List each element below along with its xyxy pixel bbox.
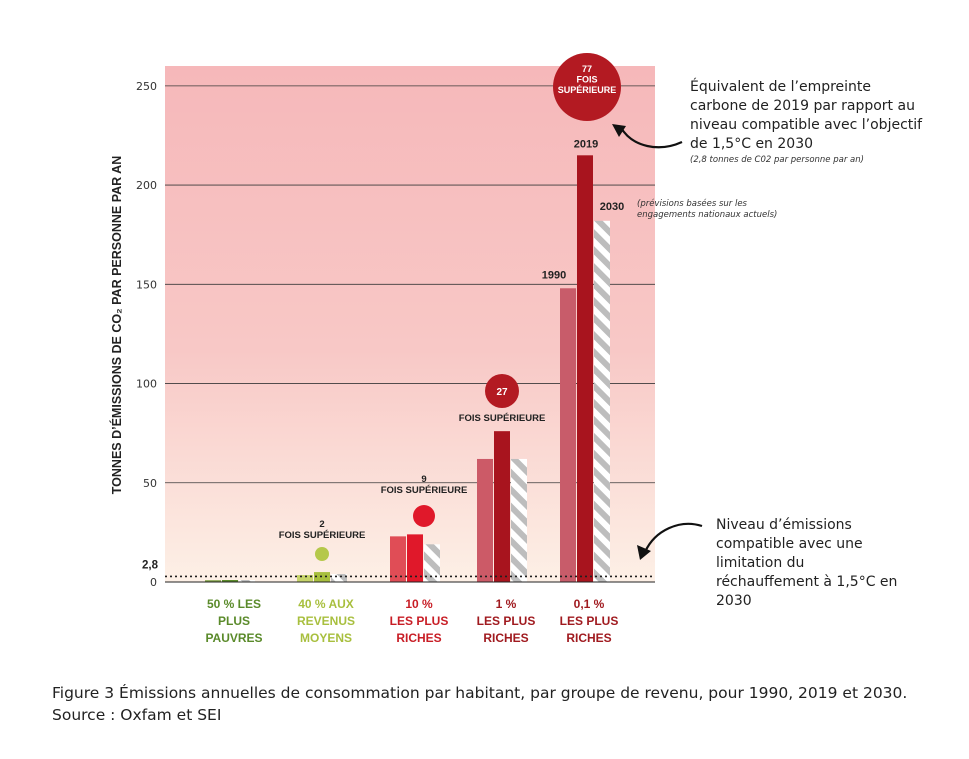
year-label: 1990 [542,269,566,281]
category-label: 1 % [496,597,517,611]
y-tick-label: 150 [136,278,157,291]
multiplier-label: 9 [421,474,426,485]
multiplier-circle [413,505,435,527]
annotation-top: Équivalent de l’empreinte carbone de 201… [690,79,923,152]
bar [239,580,255,582]
category-label: PLUS [218,614,250,628]
multiplier-circle [553,53,621,121]
y-tick-label: 50 [143,477,157,490]
arrow-top [619,125,683,149]
y-tick-label: 0 [150,576,157,589]
category-label: LES PLUS [390,614,449,628]
y-tick-label: 200 [136,179,157,192]
annotation-bottom: Niveau d’émissions compatible avec une l… [716,517,898,609]
category-label: 50 % LES [207,597,261,611]
bar [331,574,347,582]
bar [205,580,221,582]
arrow-bottom-head [637,545,651,560]
category-label: REVENUS [297,614,355,628]
multiplier-label: FOIS [576,75,597,85]
bar [390,536,406,582]
y-tick-label: 250 [136,80,157,93]
y-axis-title: TONNES D’ÉMISSIONS DE CO₂ PAR PERSONNE P… [109,156,124,494]
bar [407,534,423,582]
year-label: 2030 [600,201,624,213]
category-label: RICHES [483,631,528,645]
category-label: LES PLUS [477,614,536,628]
category-label: RICHES [396,631,441,645]
multiplier-label: 2 [319,519,324,530]
category-label: RICHES [566,631,611,645]
arrow-top-head [612,124,626,137]
year-label: 2019 [574,138,598,150]
multiplier-label: FOIS SUPÉRIEURE [279,530,366,541]
multiplier-circle [315,547,329,561]
bar [511,458,527,582]
emissions-chart: 0 50 100 150 200 250 TONNES D’ÉMISSIONS DE CO₂… [109,53,703,645]
figure-caption: Figure 3 Émissions annuelles de consomma… [52,684,908,724]
category-label: 0,1 % [574,597,605,611]
category-label: 10 % [405,597,433,611]
category-label: 40 % AUX [298,597,354,611]
multiplier-label: 27 [496,387,508,398]
bar [560,288,576,582]
multiplier-label: FOIS SUPÉRIEURE [459,413,546,424]
category-label: LES PLUS [560,614,619,628]
bar [222,580,238,582]
multiplier-label: 77 [582,64,592,74]
multiplier-circle [485,374,519,408]
bar [594,220,610,583]
bar [424,544,440,582]
bar [477,458,493,582]
y-tick-label: 100 [136,378,157,391]
annotation-top-small: (2,8 tonnes de C02 par personne par an) [690,155,864,165]
category-label: PAUVRES [205,631,262,645]
bar [297,575,313,582]
annotation-projection: (prévisions basées sur les engagements n… [637,199,778,220]
arrow-bottom [643,522,703,553]
threshold-label: 2,8 [142,559,159,571]
multiplier-label: SUPÉRIEURE [558,85,617,95]
bar [577,155,593,583]
category-label: MOYENS [300,631,352,645]
multiplier-label: FOIS SUPÉRIEURE [381,485,468,496]
bar [494,431,510,582]
